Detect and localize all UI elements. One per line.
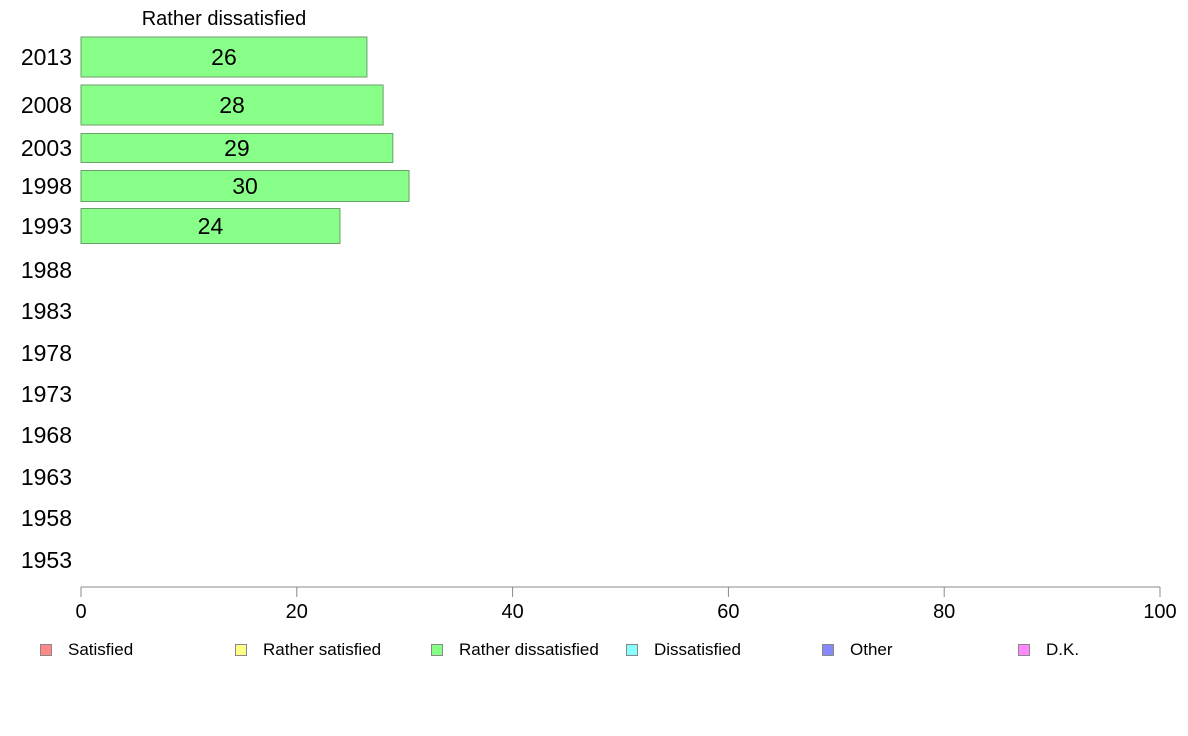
bar-2008 [80, 84, 384, 126]
x-tick-label-20: 20 [286, 601, 308, 623]
legend-item-rather-satisfied: Rather satisfied [235, 636, 381, 664]
legend-item-dissatisfied: Dissatisfied [626, 636, 741, 664]
legend-label: Dissatisfied [654, 640, 741, 659]
year-label-1953: 1953 [21, 547, 72, 573]
bar-value-label-1993: 24 [198, 213, 224, 239]
legend-swatch [235, 644, 247, 656]
bar-2013 [80, 36, 368, 78]
bar-value-label-2003: 29 [224, 135, 250, 161]
year-label-1968: 1968 [21, 422, 72, 448]
legend-item-satisfied: Satisfied [40, 636, 133, 664]
bar-value-label-2013: 26 [211, 44, 237, 70]
bar-1993 [80, 208, 341, 244]
legend: Satisfied Rather satisfied Rather dissat… [0, 636, 1188, 666]
x-tick-label-80: 80 [933, 601, 955, 623]
bars-layer: 26 28 29 30 24 [80, 36, 410, 244]
legend-label: D.K. [1046, 640, 1080, 659]
legend-swatch [40, 644, 52, 656]
year-label-1993: 1993 [21, 213, 72, 239]
legend-item-rather-dissatisfied: Rather dissatisfied [431, 636, 599, 664]
year-label-2008: 2008 [21, 92, 72, 118]
legend-label: Rather satisfied [263, 640, 382, 659]
legend-label: Satisfied [68, 640, 134, 659]
year-label-1958: 1958 [21, 505, 72, 531]
bar-value-label-2008: 28 [219, 92, 245, 118]
year-label-1978: 1978 [21, 340, 72, 366]
bar-2003 [80, 133, 394, 163]
year-label-1983: 1983 [21, 298, 72, 324]
legend-swatch [1018, 644, 1030, 656]
legend-label: Rather dissatisfied [459, 640, 599, 659]
legend-swatch [431, 644, 443, 656]
legend-swatch [822, 644, 834, 656]
year-label-2003: 2003 [21, 135, 72, 161]
year-labels: 2013 2008 2003 1998 1993 1988 1983 1978 1973 1968… [21, 44, 72, 573]
x-tick-label-100: 100 [1143, 601, 1176, 623]
chart-title: Rather dissatisfied [142, 8, 307, 30]
x-tick-label-40: 40 [501, 601, 523, 623]
legend-item-other: Other [822, 636, 893, 664]
x-tick-label-60: 60 [717, 601, 739, 623]
x-axis: 0 20 40 60 80 100 [75, 586, 1177, 623]
year-label-2013: 2013 [21, 44, 72, 70]
year-label-1973: 1973 [21, 381, 72, 407]
bar-1998 [80, 170, 410, 202]
x-tick-label-0: 0 [75, 601, 86, 623]
legend-label: Other [850, 640, 893, 659]
legend-swatch [626, 644, 638, 656]
year-label-1998: 1998 [21, 173, 72, 199]
year-label-1963: 1963 [21, 464, 72, 490]
bar-value-label-1998: 30 [232, 173, 258, 199]
year-label-1988: 1988 [21, 257, 72, 283]
legend-item-dk: D.K. [1018, 636, 1079, 664]
